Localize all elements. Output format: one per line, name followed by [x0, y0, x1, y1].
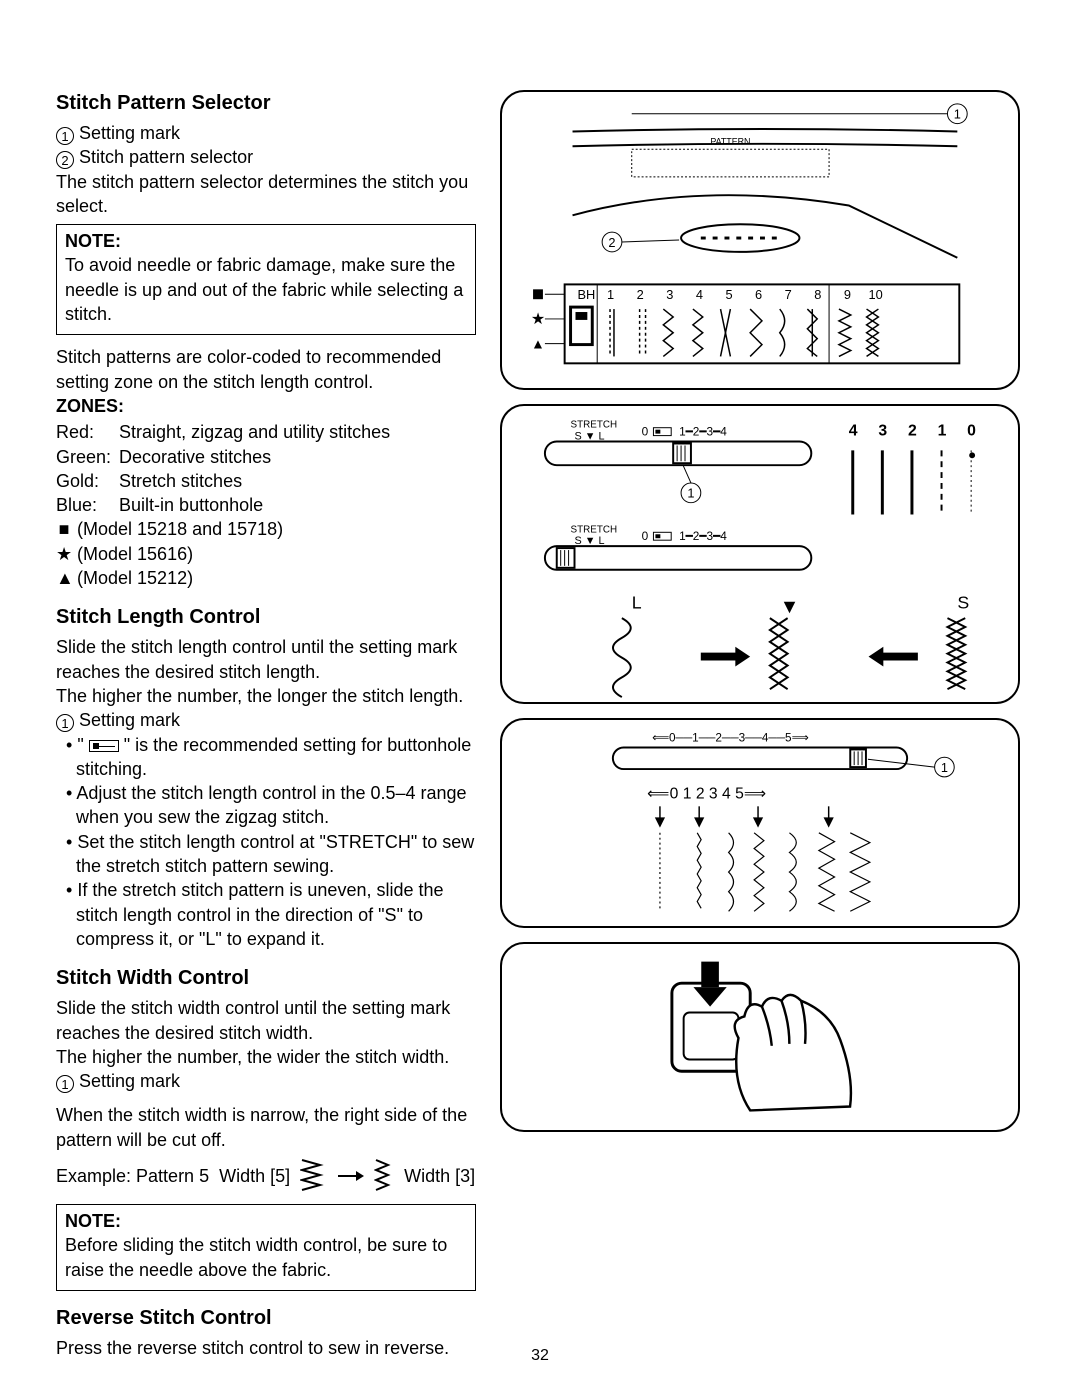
heading-width-control: Stitch Width Control [56, 965, 476, 992]
zigzag-wide-icon [300, 1158, 326, 1194]
svg-text:3: 3 [666, 287, 673, 302]
buttonhole-symbol-icon [89, 740, 119, 752]
svg-text:▲: ▲ [531, 336, 545, 352]
page-number: 32 [0, 1345, 1080, 1367]
svg-text:0: 0 [642, 529, 649, 543]
svg-text:9: 9 [844, 287, 851, 302]
svg-text:4: 4 [696, 287, 703, 302]
figure-stitch-length: STRETCH S ▼ L 0 1━2━3━4 43210 1 STRETCH … [500, 404, 1020, 704]
heading-reverse-control: Reverse Stitch Control [56, 1305, 476, 1332]
zones-label: ZONES: [56, 394, 476, 418]
svg-text:0: 0 [642, 425, 649, 439]
note-box: NOTE: Before sliding the stitch width co… [56, 1204, 476, 1291]
svg-text:1: 1 [607, 287, 614, 302]
svg-text:STRETCH: STRETCH [571, 420, 618, 431]
svg-text:10: 10 [869, 287, 883, 302]
model-line: ▲ (Model 15212) [56, 566, 476, 590]
svg-text:1: 1 [687, 486, 694, 501]
model-line: ■ (Model 15218 and 15718) [56, 517, 476, 541]
svg-text:1: 1 [941, 760, 948, 775]
svg-text:1: 1 [938, 423, 947, 440]
body-text: The higher the number, the longer the st… [56, 684, 476, 708]
arrow-right-icon [336, 1169, 364, 1183]
svg-text:L: L [632, 592, 642, 612]
svg-text:1: 1 [954, 107, 961, 122]
body-text: When the stitch width is narrow, the rig… [56, 1103, 476, 1152]
svg-text:2: 2 [908, 423, 917, 440]
svg-text:5: 5 [725, 287, 732, 302]
width-example: Example: Pattern 5 Width [5] Width [3] [56, 1158, 476, 1194]
svg-text:⟸0──1──2──3──4──5⟹: ⟸0──1──2──3──4──5⟹ [652, 732, 808, 745]
list-item: 1 Setting mark [56, 121, 476, 145]
figure-pattern-selector: 1 PATTERN 2 ★ [500, 90, 1020, 390]
figure-reverse-stitch [500, 942, 1020, 1132]
svg-text:1━2━3━4: 1━2━3━4 [679, 529, 727, 543]
figure-stitch-width: ⟸0──1──2──3──4──5⟹ 1 ⟸0 1 2 3 4 5⟹ [500, 718, 1020, 928]
body-text: The higher the number, the wider the sti… [56, 1045, 476, 1069]
svg-text:2: 2 [608, 235, 615, 250]
bullet-list: " " is the recommended setting for butto… [56, 733, 476, 952]
svg-text:▼: ▼ [780, 596, 800, 618]
body-text: Stitch patterns are color-coded to recom… [56, 345, 476, 394]
body-text: Slide the stitch length control until th… [56, 635, 476, 684]
heading-pattern-selector: Stitch Pattern Selector [56, 90, 476, 117]
svg-text:4: 4 [849, 423, 858, 440]
svg-text:1━2━3━4: 1━2━3━4 [679, 425, 727, 439]
body-text: The stitch pattern selector determines t… [56, 170, 476, 219]
svg-text:PATTERN: PATTERN [710, 136, 750, 146]
svg-text:BH: BH [577, 287, 595, 302]
model-line: ★ (Model 15616) [56, 542, 476, 566]
list-item: 2 Stitch pattern selector [56, 145, 476, 169]
list-item: 1 Setting mark [56, 708, 476, 732]
svg-text:8: 8 [814, 287, 821, 302]
svg-text:2: 2 [637, 287, 644, 302]
zigzag-narrow-icon [374, 1158, 394, 1194]
svg-text:★: ★ [531, 311, 545, 328]
note-box: NOTE: To avoid needle or fabric damage, … [56, 224, 476, 335]
svg-text:⟸0 1 2 3 4 5⟹: ⟸0 1 2 3 4 5⟹ [647, 785, 767, 802]
heading-length-control: Stitch Length Control [56, 604, 476, 631]
svg-text:7: 7 [785, 287, 792, 302]
svg-text:STRETCH: STRETCH [571, 524, 618, 535]
svg-text:0: 0 [967, 423, 976, 440]
svg-text:6: 6 [755, 287, 762, 302]
svg-text:3: 3 [878, 423, 887, 440]
zones-table: Red:Straight, zigzag and utility stitche… [56, 420, 398, 517]
list-item: 1 Setting mark [56, 1069, 476, 1093]
svg-text:S: S [957, 592, 969, 612]
body-text: Slide the stitch width control until the… [56, 996, 476, 1045]
